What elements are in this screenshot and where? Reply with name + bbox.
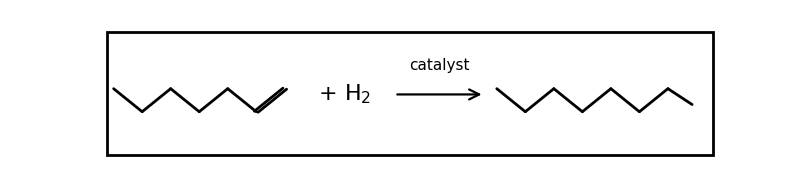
Text: H$_2$: H$_2$ <box>344 83 371 106</box>
Text: +: + <box>319 85 338 104</box>
Text: catalyst: catalyst <box>410 58 470 73</box>
Bar <box>107 32 713 155</box>
